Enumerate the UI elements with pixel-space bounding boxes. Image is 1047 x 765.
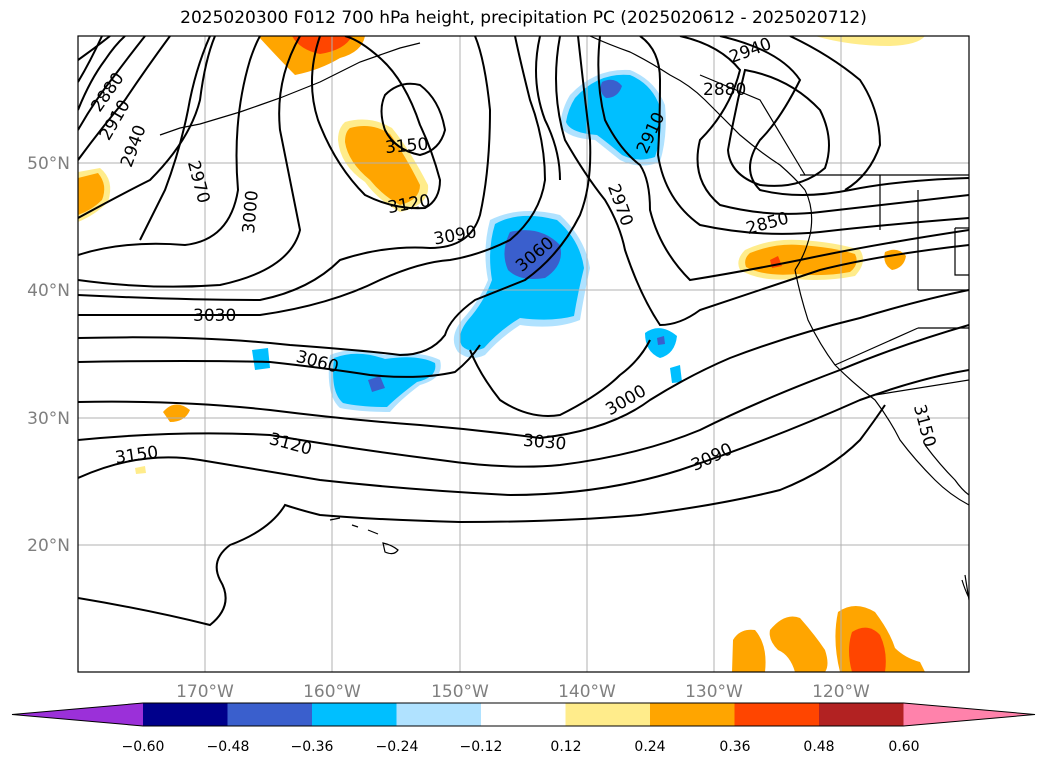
colorbar-segment [396, 703, 482, 726]
precip-area-36n-core [657, 336, 665, 345]
lon-label-120w: 120°W [812, 682, 870, 702]
colorbar-tick-label: −0.60 [122, 739, 165, 755]
lon-label-160w: 160°W [303, 682, 361, 702]
colorbar-segment [312, 703, 397, 726]
map-plot-area: 2880 2910 2940 2970 3000 3030 3060 3090 … [78, 36, 969, 672]
colorbar: −0.60 −0.48 −0.36 −0.24 −0.12 0.12 0.24 … [11, 702, 1036, 755]
lon-label-170w: 170°W [176, 682, 234, 702]
map-title: 2025020300 F012 700 hPa height, precipit… [180, 8, 867, 28]
precip-area-west-central-core [368, 376, 385, 392]
precip-area-west-central-inner [333, 353, 436, 407]
colorbar-segments [11, 702, 1036, 727]
colorbar-extend-low [12, 703, 143, 726]
hawaii-islands [329, 517, 399, 555]
colorbar-segment [650, 703, 735, 726]
contour-label: 3000 [239, 190, 263, 235]
state-borders [834, 175, 969, 366]
precip-negative-areas [252, 69, 682, 412]
lat-label-20n: 20°N [27, 536, 70, 556]
colorbar-tick-label: 0.36 [719, 739, 750, 755]
mexico-coast [961, 574, 969, 601]
colorbar-tick-label: −0.48 [207, 739, 250, 755]
precip-area-se-2 [769, 616, 828, 672]
precip-area-34n-small [252, 348, 270, 370]
precip-area-ne [815, 36, 925, 46]
colorbar-segment [227, 703, 313, 726]
colorbar-segment [734, 703, 820, 726]
baja-coast [924, 444, 969, 496]
precip-area-central-core [504, 230, 561, 279]
graticule [78, 36, 969, 672]
precip-positive-areas [78, 36, 925, 672]
longitude-labels: 170°W 160°W 150°W 140°W 130°W 120°W [176, 682, 870, 702]
precip-area-gulf-alaska-core [600, 79, 622, 98]
colorbar-tick-label: −0.36 [291, 739, 334, 755]
precip-area-se-1 [732, 629, 766, 672]
contour-label: 3030 [193, 306, 236, 326]
alaska-coast [589, 36, 806, 191]
lat-label-40n: 40°N [27, 281, 70, 301]
precip-area-gulf-alaska-inner [566, 74, 661, 160]
precip-area-n-aleutian-core [292, 36, 352, 54]
precip-area-w-edge-inner [78, 173, 105, 215]
alaska-border [699, 74, 806, 176]
precip-area-se-3-core [849, 627, 886, 672]
colorbar-ticks: −0.60 −0.48 −0.36 −0.24 −0.12 0.12 0.24 … [122, 739, 920, 755]
colorbar-segment [143, 703, 228, 726]
colorbar-tick-label: −0.24 [376, 739, 419, 755]
colorbar-tick-label: 0.24 [634, 739, 665, 755]
lat-label-50n: 50°N [27, 154, 70, 174]
contour-label: 3030 [522, 431, 567, 455]
colorbar-tick-label: 0.12 [550, 739, 581, 755]
colorbar-tick-label: 0.48 [803, 739, 834, 755]
lon-label-130w: 130°W [685, 682, 743, 702]
colorbar-segment [819, 703, 904, 726]
colorbar-tick-label: 0.60 [888, 739, 919, 755]
coastlines [159, 36, 969, 601]
lat-label-30n: 30°N [27, 409, 70, 429]
lon-label-140w: 140°W [558, 682, 616, 702]
contour-label: 3150 [384, 134, 429, 158]
colorbar-outline [11, 702, 1036, 727]
colorbar-segment [481, 703, 566, 726]
lon-label-150w: 150°W [431, 682, 489, 702]
height-contours [78, 36, 969, 627]
precip-area-33n-dot [670, 365, 682, 383]
mexico-border [874, 379, 969, 396]
colorbar-segment [565, 703, 651, 726]
colorbar-extend-high [903, 703, 1035, 726]
latitude-labels: 50°N 40°N 30°N 20°N [27, 154, 70, 556]
colorbar-tick-label: −0.12 [460, 739, 503, 755]
us-west-coast [794, 269, 969, 506]
map-frame [77, 35, 970, 673]
contour-label: 2880 [703, 80, 746, 100]
precip-area-26n-dot [135, 466, 146, 474]
precip-area-gulf-west-inner [345, 126, 420, 205]
